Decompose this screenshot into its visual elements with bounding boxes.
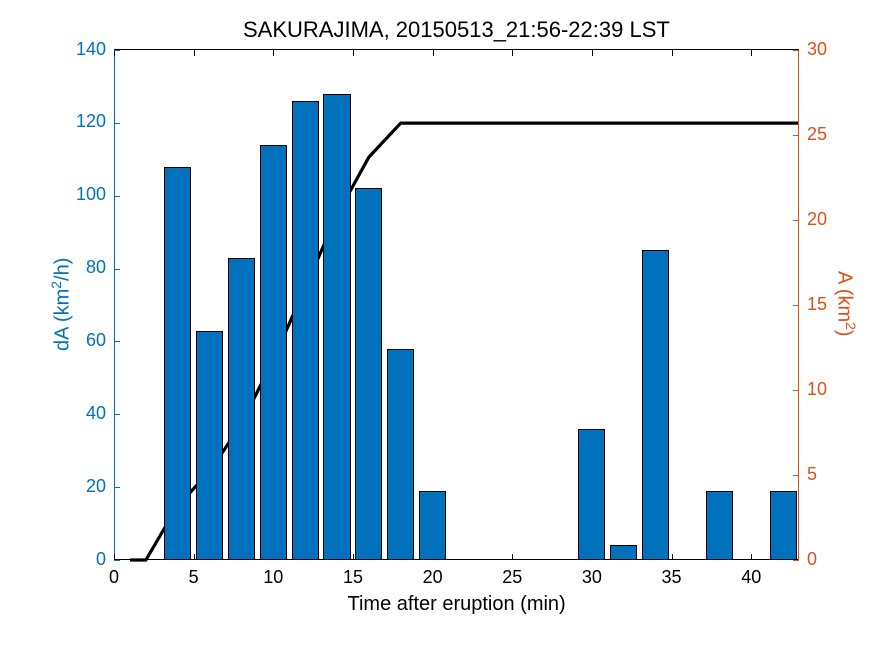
x-tick-label: 20 <box>423 567 443 588</box>
y-left-tick-label: 60 <box>86 330 106 351</box>
x-tick-top <box>273 50 274 56</box>
bar <box>578 429 605 560</box>
y-left-tick <box>114 269 120 270</box>
bar <box>164 167 191 560</box>
bar <box>419 491 446 560</box>
y-left-tick <box>114 123 120 124</box>
bar <box>706 491 733 560</box>
y-right-tick-label: 10 <box>807 379 827 400</box>
bar <box>355 188 382 560</box>
x-tick-label: 10 <box>263 567 283 588</box>
x-tick-top <box>592 50 593 56</box>
bar <box>610 545 637 560</box>
y-left-axis-line <box>114 50 115 560</box>
plot-title: SAKURAJIMA, 20150513_21:56-22:39 LST <box>243 17 670 43</box>
y-left-tick-label: 0 <box>96 549 106 570</box>
bar <box>770 491 797 560</box>
y-right-tick <box>793 50 799 51</box>
x-tick-top <box>194 50 195 56</box>
x-tick <box>353 554 354 560</box>
y-left-tick <box>114 414 120 415</box>
x-tick <box>194 554 195 560</box>
x-tick-top <box>512 50 513 56</box>
x-tick-label: 15 <box>343 567 363 588</box>
x-tick-top <box>672 50 673 56</box>
x-tick-label: 35 <box>662 567 682 588</box>
x-tick-label: 5 <box>189 567 199 588</box>
bar <box>260 145 287 560</box>
y-right-tick-label: 0 <box>807 549 817 570</box>
x-tick <box>672 554 673 560</box>
bar <box>196 331 223 561</box>
y-left-tick <box>114 487 120 488</box>
y-right-tick <box>793 305 799 306</box>
bar <box>642 250 669 560</box>
y-right-tick-label: 30 <box>807 39 827 60</box>
bar <box>292 101 319 560</box>
x-tick-top <box>751 50 752 56</box>
y-right-tick-label: 25 <box>807 124 827 145</box>
y-left-tick <box>114 560 120 561</box>
y-right-tick <box>793 135 799 136</box>
bar <box>323 94 350 560</box>
y-right-tick-label: 15 <box>807 294 827 315</box>
y-left-tick <box>114 341 120 342</box>
y-right-tick <box>793 220 799 221</box>
y-left-tick-label: 20 <box>86 476 106 497</box>
x-tick-top <box>353 50 354 56</box>
x-tick-top <box>433 50 434 56</box>
figure: SAKURAJIMA, 20150513_21:56-22:39 LST Tim… <box>0 0 875 656</box>
x-tick-label: 0 <box>109 567 119 588</box>
y-left-tick-label: 40 <box>86 403 106 424</box>
y-right-tick <box>793 560 799 561</box>
y-left-tick-label: 140 <box>76 39 106 60</box>
plot-area <box>114 49 799 559</box>
y-left-tick-label: 80 <box>86 257 106 278</box>
y-right-tick <box>793 390 799 391</box>
x-tick-label: 25 <box>502 567 522 588</box>
x-axis-label: Time after eruption (min) <box>348 593 566 616</box>
y-right-axis-label: A (km2) <box>832 271 859 337</box>
y-right-tick-label: 5 <box>807 464 817 485</box>
x-tick-label: 40 <box>741 567 761 588</box>
y-left-tick-label: 120 <box>76 111 106 132</box>
y-left-tick <box>114 50 120 51</box>
y-right-tick <box>793 475 799 476</box>
bar <box>228 258 255 560</box>
x-tick-label: 30 <box>582 567 602 588</box>
y-left-axis-label: dA (km2/h) <box>48 257 75 350</box>
y-right-tick-label: 20 <box>807 209 827 230</box>
x-tick <box>751 554 752 560</box>
y-left-tick <box>114 196 120 197</box>
y-left-tick-label: 100 <box>76 184 106 205</box>
bar <box>387 349 414 560</box>
x-tick <box>512 554 513 560</box>
